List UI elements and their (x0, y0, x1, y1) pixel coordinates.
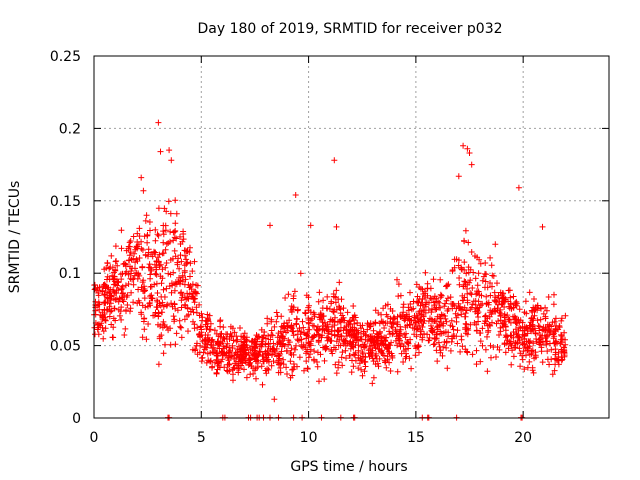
y-tick-label: 0.1 (59, 266, 81, 282)
y-tick-label: 0.05 (50, 339, 81, 355)
x-axis-label: GPS time / hours (290, 459, 407, 475)
x-tick-label: 15 (407, 430, 425, 446)
y-tick-label: 0.2 (59, 121, 81, 137)
x-tick-label: 5 (197, 430, 206, 446)
y-tick-label: 0.25 (50, 49, 81, 65)
x-tick-label: 0 (90, 430, 99, 446)
y-tick-label: 0.15 (50, 194, 81, 210)
data-points (91, 119, 569, 421)
chart-title: Day 180 of 2019, SRMTID for receiver p03… (197, 21, 502, 37)
axis-ticks: 0 0.05 0.1 0.15 0.2 0.25 0 5 10 15 20 (50, 49, 609, 446)
x-tick-label: 10 (300, 430, 318, 446)
plot-frame (93, 55, 610, 419)
y-tick-label: 0 (72, 411, 81, 427)
scatter-point-markers (91, 119, 569, 421)
y-axis-label: SRMTID / TECUs (7, 181, 23, 294)
x-tick-label: 20 (514, 430, 532, 446)
